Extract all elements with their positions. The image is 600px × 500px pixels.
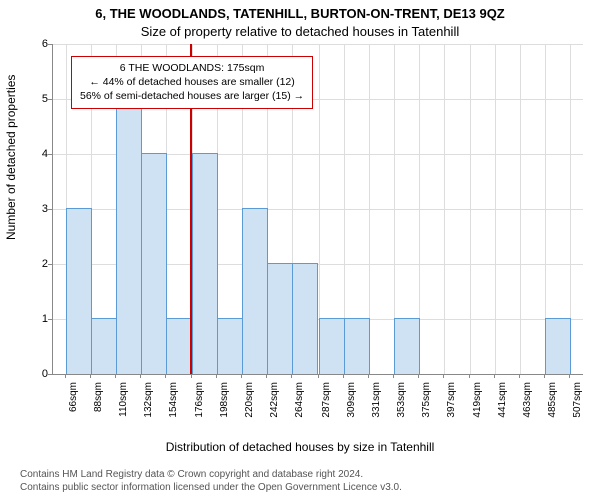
annotation-line-2: ← 44% of detached houses are smaller (12… (80, 75, 304, 89)
x-tick-label: 198sqm (219, 382, 230, 418)
x-tick-mark (494, 374, 495, 378)
x-tick-mark (266, 374, 267, 378)
footer-line-2: Contains public sector information licen… (20, 481, 402, 494)
y-tick-mark (48, 319, 52, 320)
x-tick-mark (519, 374, 520, 378)
chart-title-main: 6, THE WOODLANDS, TATENHILL, BURTON-ON-T… (0, 6, 600, 21)
y-tick-mark (48, 44, 52, 45)
x-tick-mark (544, 374, 545, 378)
x-tick-mark (368, 374, 369, 378)
y-axis-label: Number of detached properties (4, 75, 18, 240)
histogram-bar (192, 153, 218, 374)
histogram-bar (319, 318, 345, 374)
x-tick-mark (418, 374, 419, 378)
gridline-v (470, 44, 471, 374)
x-tick-label: 419sqm (472, 382, 483, 418)
y-tick-mark (48, 154, 52, 155)
x-tick-label: 176sqm (194, 382, 205, 418)
gridline-v (520, 44, 521, 374)
y-tick-mark (48, 374, 52, 375)
x-tick-label: 110sqm (118, 382, 129, 417)
x-tick-label: 397sqm (446, 382, 457, 418)
x-tick-label: 331sqm (371, 382, 382, 418)
y-tick-label: 6 (30, 38, 48, 50)
x-tick-mark (469, 374, 470, 378)
x-tick-label: 375sqm (421, 382, 432, 418)
x-tick-label: 485sqm (547, 382, 558, 418)
x-tick-label: 441sqm (497, 382, 508, 418)
x-tick-mark (291, 374, 292, 378)
annotation-line-3: 56% of semi-detached houses are larger (… (80, 89, 304, 103)
y-tick-label: 5 (30, 93, 48, 105)
histogram-bar (91, 318, 117, 374)
x-tick-mark (140, 374, 141, 378)
histogram-bar (116, 98, 142, 374)
histogram-bar (344, 318, 370, 374)
x-tick-label: 287sqm (321, 382, 332, 418)
chart-title-sub: Size of property relative to detached ho… (0, 24, 600, 39)
histogram-bar (66, 208, 92, 374)
y-tick-mark (48, 264, 52, 265)
footer-line-1: Contains HM Land Registry data © Crown c… (20, 468, 402, 481)
x-tick-label: 463sqm (522, 382, 533, 418)
histogram-bar (267, 263, 293, 374)
x-tick-label: 242sqm (269, 382, 280, 418)
x-tick-mark (569, 374, 570, 378)
x-tick-mark (318, 374, 319, 378)
histogram-bar (394, 318, 420, 374)
x-tick-label: 353sqm (396, 382, 407, 418)
histogram-bar (242, 208, 268, 374)
histogram-bar (166, 318, 192, 374)
histogram-bar (141, 153, 167, 374)
x-axis-label: Distribution of detached houses by size … (0, 440, 600, 454)
x-tick-mark (343, 374, 344, 378)
x-tick-label: 66sqm (68, 382, 79, 412)
histogram-bar (545, 318, 571, 374)
y-tick-mark (48, 209, 52, 210)
x-tick-label: 507sqm (572, 382, 583, 418)
x-tick-mark (65, 374, 66, 378)
annotation-box: 6 THE WOODLANDS: 175sqm← 44% of detached… (71, 56, 313, 109)
x-tick-mark (241, 374, 242, 378)
histogram-bar (217, 318, 243, 374)
y-tick-mark (48, 99, 52, 100)
y-tick-label: 3 (30, 203, 48, 215)
y-tick-label: 0 (30, 368, 48, 380)
x-tick-label: 309sqm (346, 382, 357, 418)
annotation-line-1: 6 THE WOODLANDS: 175sqm (80, 61, 304, 75)
x-tick-mark (115, 374, 116, 378)
x-tick-label: 88sqm (93, 382, 104, 412)
x-tick-mark (216, 374, 217, 378)
x-tick-label: 154sqm (168, 382, 179, 418)
histogram-bar (292, 263, 318, 374)
y-tick-label: 4 (30, 148, 48, 160)
chart-plot-area: 6 THE WOODLANDS: 175sqm← 44% of detached… (52, 44, 583, 375)
x-tick-label: 264sqm (294, 382, 305, 418)
chart-footer: Contains HM Land Registry data © Crown c… (20, 468, 402, 494)
x-tick-mark (191, 374, 192, 378)
x-tick-mark (443, 374, 444, 378)
y-tick-label: 2 (30, 258, 48, 270)
gridline-v (444, 44, 445, 374)
y-tick-label: 1 (30, 313, 48, 325)
x-tick-mark (90, 374, 91, 378)
x-tick-mark (165, 374, 166, 378)
x-tick-label: 132sqm (143, 382, 154, 418)
x-tick-label: 220sqm (244, 382, 255, 418)
x-tick-mark (393, 374, 394, 378)
gridline-v (495, 44, 496, 374)
